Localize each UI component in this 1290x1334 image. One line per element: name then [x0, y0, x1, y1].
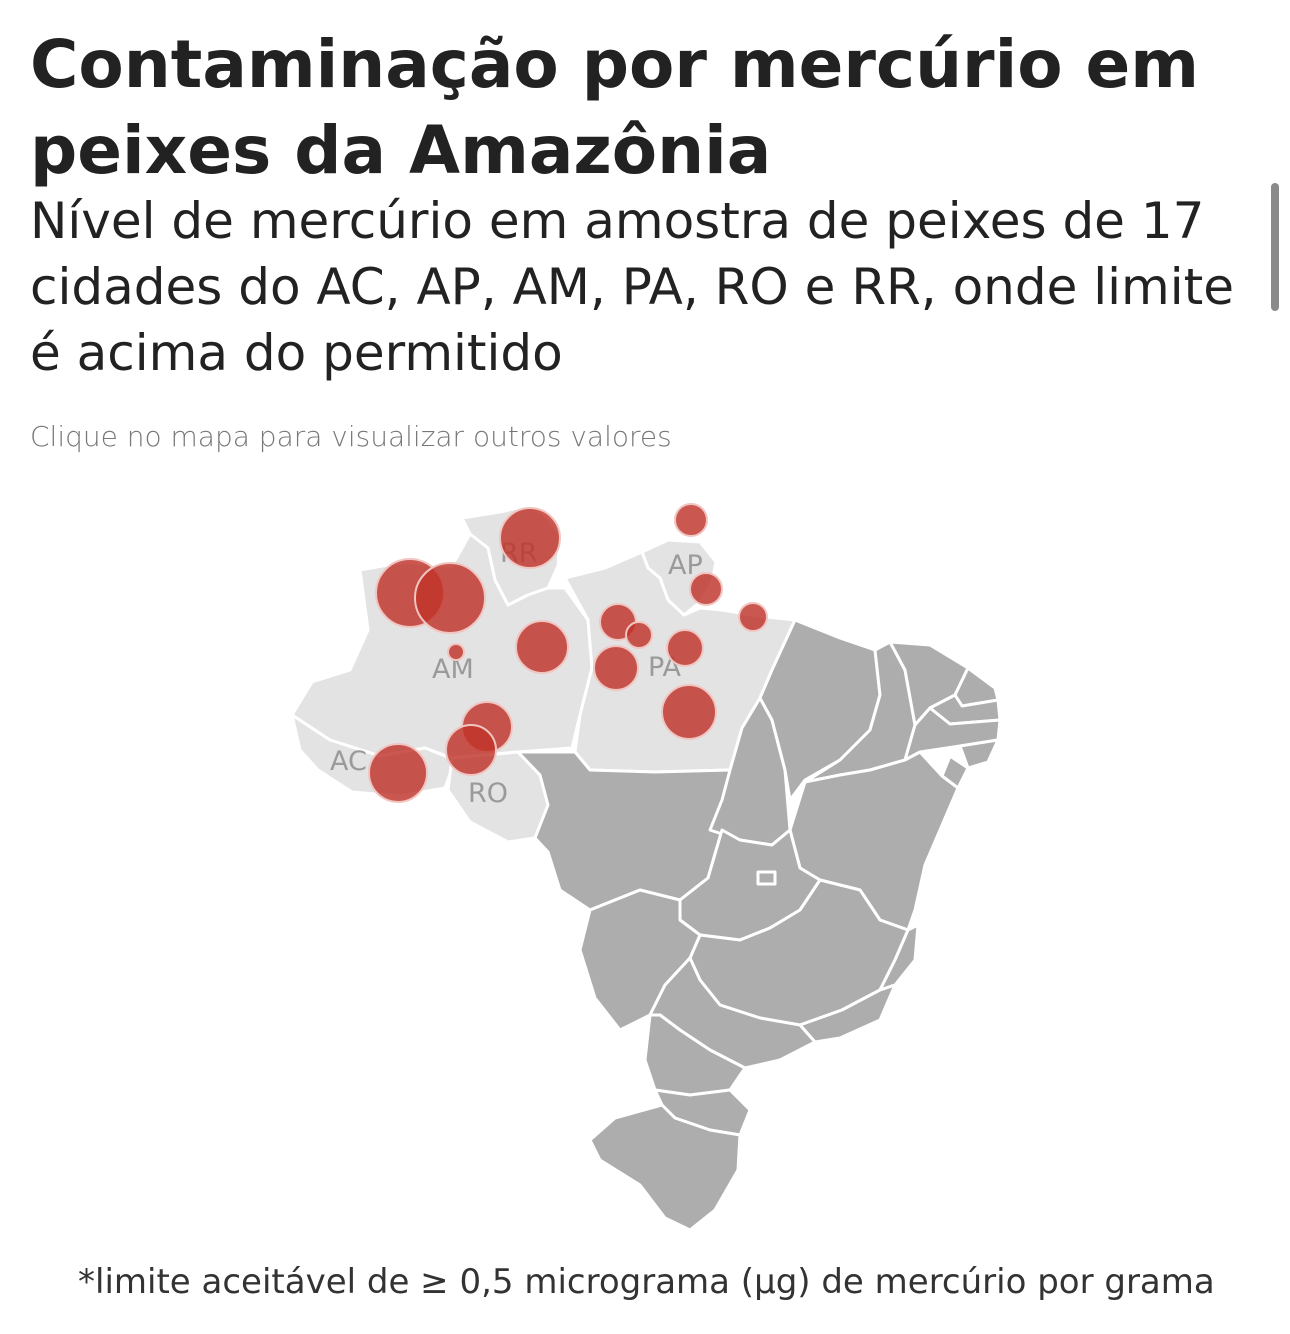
- city-bubble[interactable]: [499, 507, 561, 569]
- page-title: Contaminação por mercúrio em peixes da A…: [30, 26, 1200, 189]
- city-bubbles: [368, 503, 768, 803]
- state-rj[interactable]: [798, 983, 897, 1044]
- label-ac: AC: [330, 746, 367, 777]
- city-bubble[interactable]: [368, 743, 428, 803]
- city-bubble[interactable]: [625, 621, 653, 649]
- label-ro: RO: [468, 778, 508, 809]
- city-bubble[interactable]: [666, 629, 704, 667]
- other-states: [516, 618, 1002, 1232]
- city-bubble[interactable]: [689, 572, 723, 606]
- city-bubble[interactable]: [414, 562, 486, 634]
- city-bubble[interactable]: [515, 620, 569, 674]
- page-subtitle: Nível de mercúrio em amostra de peixes d…: [30, 192, 1235, 382]
- state-al[interactable]: [958, 738, 1000, 770]
- state-rs[interactable]: [588, 1103, 742, 1232]
- city-bubble[interactable]: [445, 724, 497, 776]
- state-pr[interactable]: [643, 1013, 747, 1097]
- state-df[interactable]: [756, 870, 777, 886]
- footnote: *limite aceitável de ≥ 0,5 micrograma (μ…: [78, 1262, 1215, 1302]
- city-bubble[interactable]: [738, 602, 768, 632]
- scrollbar-thumb[interactable]: [1271, 183, 1279, 311]
- city-bubble[interactable]: [674, 503, 708, 537]
- state-pe[interactable]: [903, 706, 1002, 762]
- city-bubble[interactable]: [661, 684, 717, 740]
- city-bubble[interactable]: [447, 643, 465, 661]
- map-hint: Clique no mapa para visualizar outros va…: [30, 420, 672, 453]
- brazil-map[interactable]: RR AP AM PA AC RO: [0, 470, 1290, 1240]
- city-bubble[interactable]: [593, 645, 639, 691]
